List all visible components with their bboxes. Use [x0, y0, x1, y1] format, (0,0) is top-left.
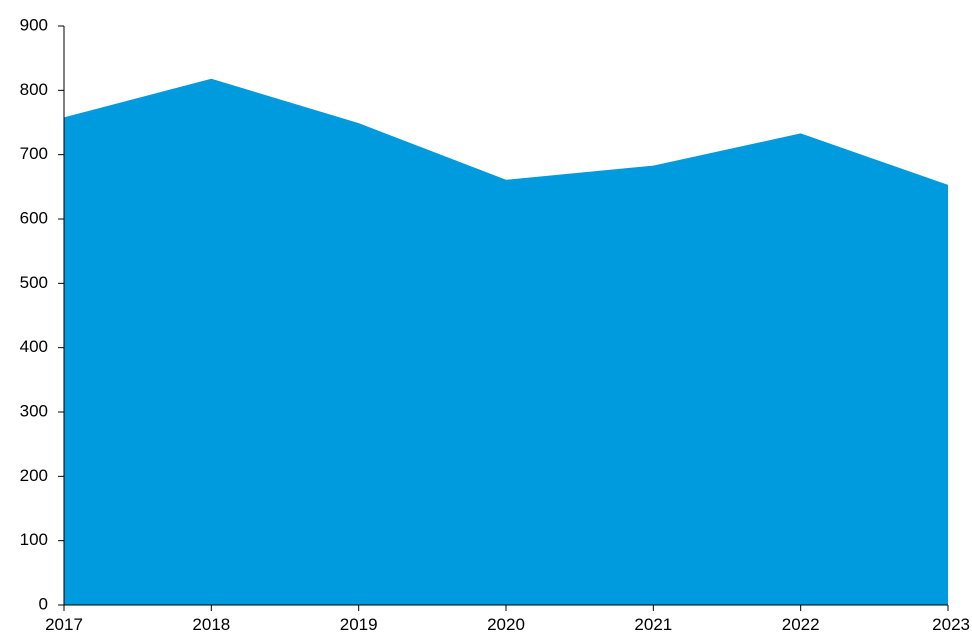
x-tick-label: 2020 — [487, 615, 525, 634]
y-tick-label: 200 — [20, 466, 48, 485]
y-tick-label: 300 — [20, 401, 48, 420]
y-tick-label: 700 — [20, 144, 48, 163]
y-axis: 0 100 200 300 400 500 600 700 800 900 — [20, 15, 65, 613]
y-tick-label: 0 — [39, 594, 48, 613]
series-area — [64, 78, 948, 605]
y-tick-label: 900 — [20, 15, 48, 34]
y-tick-label: 800 — [20, 80, 48, 99]
x-tick-label: 2021 — [634, 615, 672, 634]
x-tick-label: 2017 — [45, 615, 83, 634]
y-tick-label: 500 — [20, 273, 48, 292]
x-tick-label: 2019 — [340, 615, 378, 634]
y-tick-label: 400 — [20, 337, 48, 356]
x-tick-label: 2022 — [782, 615, 820, 634]
x-tick-label: 2018 — [192, 615, 230, 634]
y-tick-label: 600 — [20, 208, 48, 227]
x-axis: 2017 2018 2019 2020 2021 2022 2023 — [45, 604, 970, 634]
x-tick-label: 2023 — [932, 615, 970, 634]
y-tick-label: 100 — [20, 530, 48, 549]
